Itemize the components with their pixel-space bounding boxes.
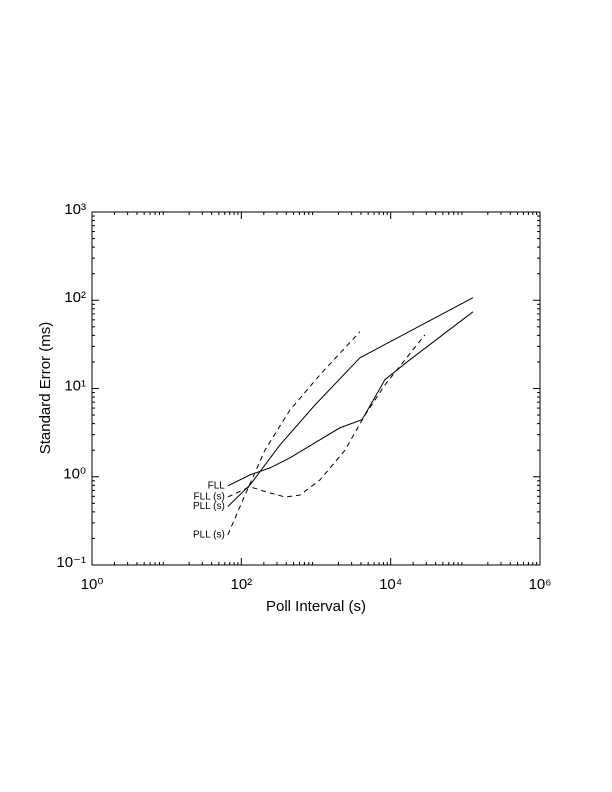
x-axis-label: Poll Interval (s): [266, 598, 366, 615]
y-tick-label: 10¹: [64, 377, 86, 394]
y-tick-label: 10³: [64, 201, 86, 218]
y-tick-label: 10⁰: [63, 466, 86, 483]
y-axis-label: Standard Error (ms): [37, 322, 54, 455]
series-label: PLL (s): [193, 529, 225, 540]
x-tick-label: 10²: [230, 576, 252, 593]
series-label: PLL (s): [193, 501, 225, 512]
y-tick-label: 10²: [64, 289, 86, 306]
series-label: FLL (s): [194, 492, 225, 503]
plot-frame: [91, 211, 541, 566]
y-tick-label: 10⁻¹: [56, 554, 86, 571]
series-line: [227, 331, 361, 535]
series-line: [227, 334, 426, 498]
series-line: [227, 297, 474, 507]
x-tick-label: 10⁶: [529, 576, 552, 593]
series-line: [227, 311, 474, 487]
series-label: FLL: [208, 480, 226, 491]
x-tick-label: 10⁴: [379, 576, 402, 593]
x-tick-label: 10⁰: [81, 576, 104, 593]
